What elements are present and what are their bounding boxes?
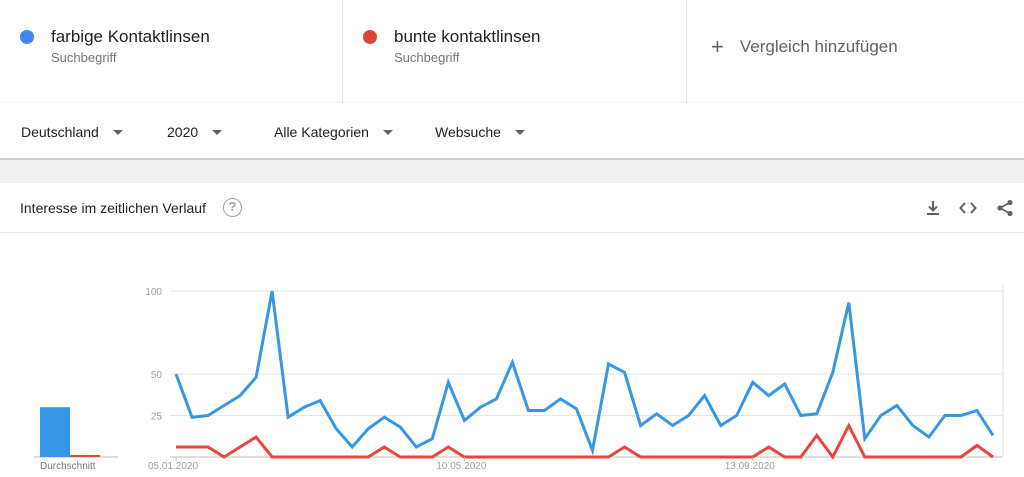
panel-header: Interesse im zeitlichen Verlauf ? (0, 183, 1024, 233)
plus-icon: + (711, 34, 724, 59)
average-label: Durchschnitt (40, 461, 96, 472)
add-comparison-button[interactable]: + Vergleich hinzufügen (711, 36, 898, 58)
x-tick-label: 10.05.2020 (436, 461, 486, 472)
filter-bar: Deutschland 2020 Alle Kategorien Websuch… (0, 103, 1024, 160)
panel-title: Interesse im zeitlichen Verlauf (20, 200, 206, 216)
interest-over-time-panel: Interesse im zeitlichen Verlauf ? 100 50 2… (0, 183, 1024, 477)
term-1-name[interactable]: farbige Kontaktlinsen (51, 27, 210, 46)
series-line-2[interactable] (176, 422, 994, 460)
chevron-down-icon (112, 130, 123, 135)
term-2-name[interactable]: bunte kontaktlinsen (394, 27, 541, 46)
y-tick-label: 50 (151, 370, 163, 381)
download-icon[interactable] (923, 198, 943, 218)
add-comparison-label: Vergleich hinzufügen (739, 37, 898, 56)
x-tick-label: 05.01.2020 (148, 461, 198, 472)
time-value: 2020 (167, 124, 199, 140)
help-icon[interactable]: ? (223, 198, 242, 217)
series-line-1[interactable] (174, 290, 995, 456)
y-tick-label: 100 (145, 287, 162, 298)
term-2-subtitle: Suchbegriff (394, 50, 460, 65)
share-icon[interactable] (995, 198, 1015, 218)
add-comparison-slot: + Vergleich hinzufügen (687, 0, 1024, 102)
region-dropdown[interactable]: Deutschland (21, 124, 123, 140)
average-bar-2[interactable] (70, 455, 100, 457)
search-term-1[interactable]: farbige Kontaktlinsen Suchbegriff (0, 0, 343, 102)
region-value: Deutschland (21, 124, 99, 140)
interest-chart: 100 50 25 05.01.2020 10.05.2020 13.09.2020 (34, 283, 1004, 472)
search-type-value: Websuche (435, 124, 501, 140)
chevron-down-icon (514, 130, 525, 135)
term-2-color-dot (363, 30, 377, 44)
time-dropdown[interactable]: 2020 (167, 124, 223, 140)
embed-code-icon[interactable] (958, 198, 978, 218)
term-1-color-dot (20, 30, 34, 44)
search-terms-bar: farbige Kontaktlinsen Suchbegriff bunte … (0, 0, 1024, 102)
search-type-dropdown[interactable]: Websuche (435, 124, 525, 140)
term-1-subtitle: Suchbegriff (51, 50, 117, 65)
y-tick-label: 25 (151, 412, 163, 423)
x-tick-label: 13.09.2020 (725, 461, 775, 472)
average-bar-1[interactable] (40, 407, 70, 457)
search-term-2[interactable]: bunte kontaktlinsen Suchbegriff (343, 0, 687, 102)
chevron-down-icon (212, 130, 223, 135)
category-value: Alle Kategorien (274, 124, 369, 140)
category-dropdown[interactable]: Alle Kategorien (274, 124, 393, 140)
chevron-down-icon (382, 130, 393, 135)
